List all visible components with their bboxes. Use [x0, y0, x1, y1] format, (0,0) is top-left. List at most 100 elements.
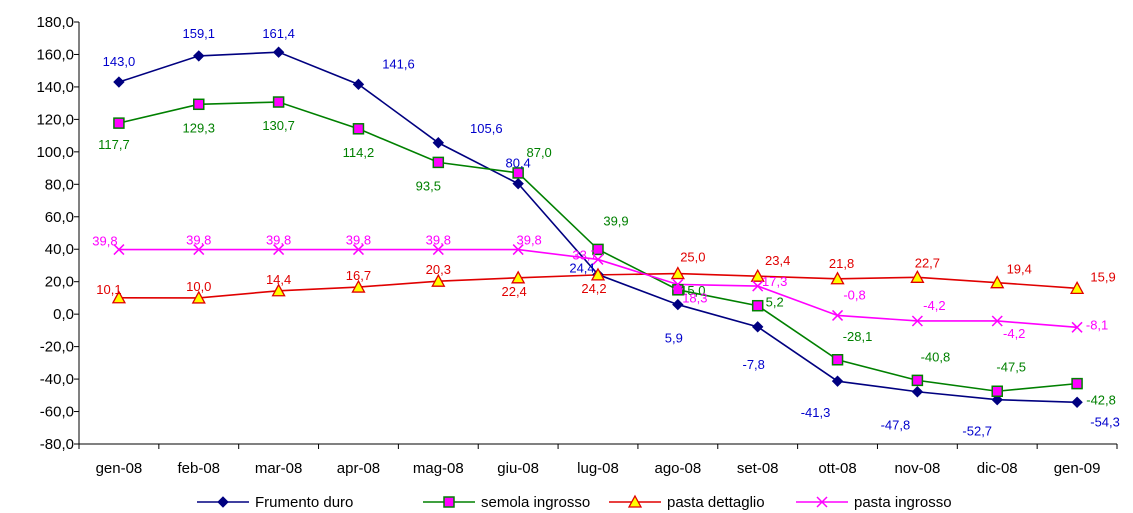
data-point [911, 386, 924, 398]
data-point [271, 283, 286, 297]
data-point [991, 315, 1003, 327]
x-tick-label: gen-09 [1054, 460, 1101, 477]
data-label: -28,1 [843, 329, 873, 344]
y-tick-label: -40,0 [40, 371, 74, 388]
data-label: -4,2 [1003, 326, 1025, 341]
data-label: 39,8 [346, 233, 371, 248]
y-tick-label: 40,0 [45, 241, 74, 258]
y-tick-label: 60,0 [45, 209, 74, 226]
data-point [432, 156, 445, 169]
data-point [670, 266, 685, 280]
data-point [831, 375, 844, 387]
data-point [352, 78, 365, 91]
data-label: 15,9 [1090, 269, 1115, 284]
data-point [911, 374, 924, 387]
data-label: 19,4 [1007, 262, 1032, 277]
data-label: 21,8 [829, 256, 854, 271]
data-label: 39,8 [186, 233, 211, 248]
data-label: 5,9 [665, 331, 683, 346]
data-point-stroke [991, 315, 1003, 327]
data-point [193, 98, 205, 111]
data-label: 143,0 [103, 54, 136, 69]
data-point-stroke [672, 278, 684, 290]
x-tick-label: giu-08 [497, 460, 539, 477]
series-markers [111, 46, 1085, 408]
data-point [672, 278, 684, 290]
data-label: 93,5 [416, 178, 441, 193]
data-point [431, 273, 446, 287]
y-tick-label: 0,0 [53, 306, 74, 323]
data-label: 159,1 [182, 26, 215, 41]
data-point [751, 299, 764, 312]
x-tick-label: lug-08 [577, 460, 619, 477]
legend-label: pasta ingrosso [854, 494, 952, 511]
data-label: -0,8 [843, 287, 865, 302]
data-label: -8,1 [1086, 317, 1108, 332]
data-label: 18,3 [682, 290, 707, 305]
data-point [1071, 396, 1083, 408]
data-point [831, 354, 844, 366]
data-point-stroke [432, 244, 444, 256]
data-label: 130,7 [262, 118, 295, 133]
data-point [512, 167, 524, 179]
data-point [1069, 280, 1085, 294]
data-point [990, 275, 1005, 289]
data-point [217, 496, 229, 508]
data-point [590, 267, 606, 281]
legend-label: Frumento duro [255, 494, 353, 511]
data-label: 25,0 [680, 250, 705, 265]
x-tick-label: mar-08 [255, 460, 303, 477]
data-point-stroke [816, 496, 828, 508]
data-point [113, 76, 125, 88]
y-tick-label: -80,0 [40, 436, 74, 453]
data-point [512, 177, 524, 190]
data-point [511, 270, 526, 284]
y-tick-label: 160,0 [36, 46, 74, 63]
data-point [910, 269, 925, 283]
data-point [111, 290, 127, 304]
x-tick-label: ago-08 [654, 460, 701, 477]
data-label: -40,8 [921, 349, 951, 364]
data-point-stroke [911, 315, 923, 327]
data-point [113, 117, 125, 129]
data-label: 22,7 [915, 255, 940, 270]
data-label: -4,2 [923, 298, 945, 313]
data-label: -47,5 [996, 359, 1026, 374]
data-label: 39,8 [92, 234, 117, 249]
data-point [191, 290, 206, 304]
data-label: 5,2 [766, 295, 784, 310]
x-tick-label: gen-08 [96, 460, 143, 477]
legend: Frumento duro semola ingrosso pasta dettag… [197, 494, 952, 511]
x-tick-label: feb-08 [177, 460, 220, 477]
y-tick-label: -20,0 [40, 339, 74, 356]
data-point-stroke [512, 244, 524, 256]
data-point [991, 393, 1003, 406]
data-label: 14,4 [266, 272, 291, 287]
data-point [592, 243, 604, 256]
y-tick-label: -60,0 [40, 404, 74, 421]
data-point [672, 298, 684, 311]
data-label: -41,3 [801, 405, 831, 420]
data-label: 114,2 [343, 145, 375, 160]
x-tick-label: mag-08 [413, 460, 464, 477]
data-label: -47,8 [881, 418, 911, 433]
x-tick-label: ott-08 [818, 460, 856, 477]
data-label: 129,3 [182, 120, 215, 135]
data-point [627, 494, 643, 508]
y-tick-label: 20,0 [45, 274, 74, 291]
data-label: 24,2 [581, 281, 606, 296]
data-label: 23,4 [765, 253, 790, 268]
data-label: 141,6 [382, 56, 415, 71]
data-point [193, 50, 205, 62]
data-point [991, 385, 1003, 397]
data-label: 10,1 [96, 282, 121, 297]
data-point-stroke [832, 309, 844, 321]
data-point [432, 137, 445, 149]
x-tick-label: nov-08 [894, 460, 940, 477]
data-label: 10,0 [186, 279, 211, 294]
x-tick-label: apr-08 [337, 460, 380, 477]
data-label: 24,4 [569, 261, 594, 276]
data-point [272, 96, 285, 108]
data-label: 33,7 [572, 247, 597, 262]
data-label: -52,7 [962, 424, 992, 439]
